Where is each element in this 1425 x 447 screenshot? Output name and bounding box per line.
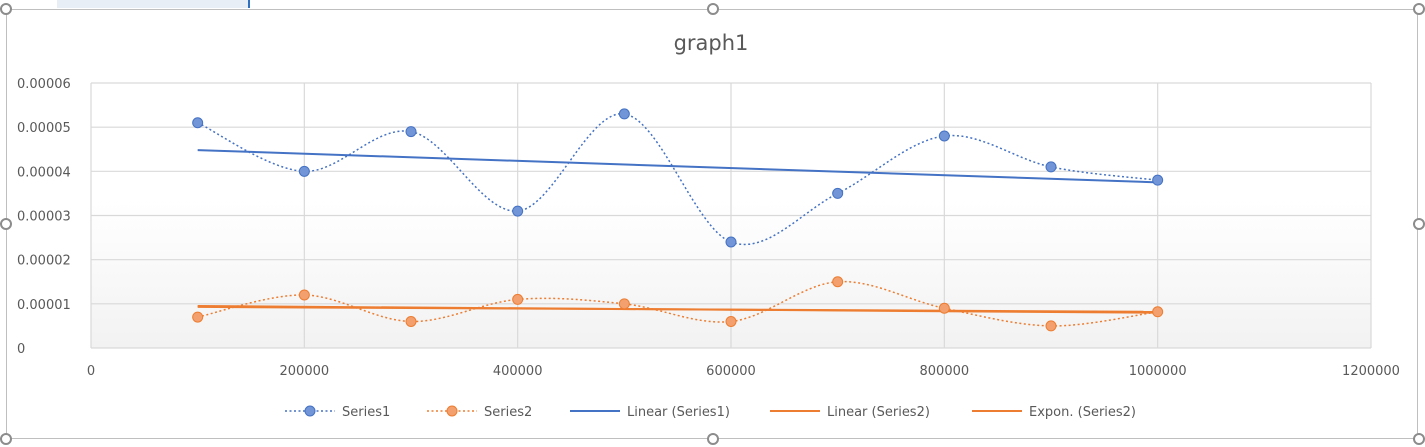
y-tick-label: 0.00003	[17, 210, 71, 225]
data-point[interactable]	[192, 311, 204, 323]
legend-label: Series2	[484, 405, 532, 420]
resize-handle-bottom-right[interactable]	[1413, 433, 1425, 445]
x-tick-label: 400000	[493, 364, 543, 379]
resize-handle-top-right[interactable]	[1413, 3, 1425, 15]
legend-entry[interactable]: Series1	[285, 405, 390, 420]
data-point[interactable]	[618, 108, 630, 120]
data-point[interactable]	[938, 130, 950, 142]
data-point[interactable]	[832, 187, 844, 199]
legend-entry[interactable]: Linear (Series2)	[770, 405, 930, 420]
x-tick-label: 600000	[706, 364, 756, 379]
x-tick-label: 200000	[280, 364, 330, 379]
legend-entry[interactable]: Expon. (Series2)	[972, 405, 1136, 420]
x-tick-label: 0	[87, 364, 95, 379]
legend-label: Linear (Series2)	[827, 405, 930, 420]
legend-label: Series1	[342, 405, 390, 420]
data-point[interactable]	[512, 293, 524, 305]
resize-handle-bottom-left[interactable]	[0, 433, 12, 445]
legend-entry[interactable]: Linear (Series1)	[570, 405, 730, 420]
legend-label: Expon. (Series2)	[1029, 405, 1136, 420]
chart-svg: 0 0.00001 0.00002 0.00003 0.00004 0.00005 0.00…	[17, 31, 1400, 420]
data-point[interactable]	[1152, 306, 1164, 318]
resize-handle-middle-left[interactable]	[0, 218, 12, 230]
y-tick-label: 0.00002	[17, 254, 71, 269]
data-point[interactable]	[192, 117, 204, 129]
chart-area[interactable]: 0 0.00001 0.00002 0.00003 0.00004 0.00005 0.00…	[6, 9, 1418, 439]
data-point[interactable]	[298, 165, 310, 177]
legend-key-marker	[446, 405, 458, 417]
data-point[interactable]	[1045, 320, 1057, 332]
chart-title[interactable]: graph1	[674, 31, 749, 55]
y-tick-label: 0.00004	[17, 165, 71, 180]
trendline[interactable]	[197, 305, 1158, 314]
data-point[interactable]	[405, 126, 417, 138]
data-point[interactable]	[725, 316, 737, 327]
resize-handle-bottom-center[interactable]	[707, 433, 719, 445]
data-series	[192, 108, 1164, 332]
data-point[interactable]	[938, 302, 950, 314]
data-point[interactable]	[832, 276, 844, 288]
y-tick-label: 0.00001	[17, 298, 71, 313]
y-tick-label: 0.00006	[17, 77, 71, 92]
data-point[interactable]	[298, 289, 310, 301]
legend-label: Linear (Series1)	[627, 405, 730, 420]
resize-handle-top-center[interactable]	[707, 3, 719, 15]
trendline[interactable]	[197, 149, 1158, 184]
gridlines	[90, 82, 1372, 349]
series-line[interactable]	[197, 113, 1158, 245]
data-point[interactable]	[618, 298, 630, 310]
x-tick-label: 1200000	[1342, 364, 1400, 379]
x-tick-label: 800000	[920, 364, 970, 379]
series-line[interactable]	[197, 280, 1158, 327]
data-point[interactable]	[1045, 161, 1057, 173]
axis-tick-labels: 0 0.00001 0.00002 0.00003 0.00004 0.00005 0.00…	[17, 77, 1400, 379]
resize-handle-top-left[interactable]	[0, 3, 12, 15]
legend-key-marker	[304, 405, 316, 417]
y-tick-label: 0	[17, 342, 25, 357]
data-point[interactable]	[512, 205, 524, 217]
selected-cell[interactable]	[57, 0, 249, 8]
x-tick-label: 1000000	[1129, 364, 1187, 379]
y-tick-label: 0.00005	[17, 121, 71, 136]
trendlines	[197, 149, 1158, 314]
data-point[interactable]	[1152, 174, 1164, 186]
data-point[interactable]	[405, 316, 417, 327]
legend-entry[interactable]: Series2	[427, 405, 532, 420]
resize-handle-middle-right[interactable]	[1413, 218, 1425, 230]
data-point[interactable]	[725, 236, 737, 248]
legend[interactable]: Series1 Series2 Linear (Series1) Linear (Se…	[285, 405, 1136, 420]
